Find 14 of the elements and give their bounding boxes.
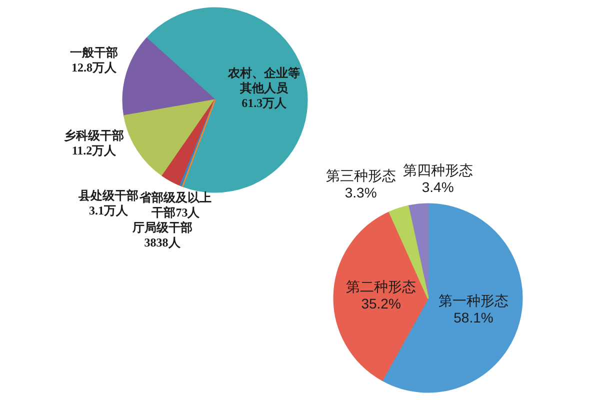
slice-label: 一般干部12.8万人 [70, 45, 118, 74]
slice-label: 第三种形态 [326, 167, 396, 184]
slice-label: 省部级及以上干部73人 [138, 190, 212, 220]
slice-label: 第一种形态 [438, 292, 508, 308]
data-label: 3.3% [344, 184, 377, 200]
slice-label: 乡科级干部11.2万人 [64, 128, 124, 158]
slice-label: 第二种形态 [346, 278, 416, 294]
data-label: 35.2% [361, 295, 401, 312]
slice-label: 县处级干部3.1万人 [78, 188, 139, 218]
data-label: 3.4% [422, 179, 454, 196]
slice-label: 第四种形态 [402, 162, 473, 178]
data-label: 58.1% [454, 309, 494, 326]
slice-label: 农村、企业等其他人员61.3万人 [227, 66, 300, 110]
slice-label: 厅局级干部3838人 [131, 220, 192, 250]
